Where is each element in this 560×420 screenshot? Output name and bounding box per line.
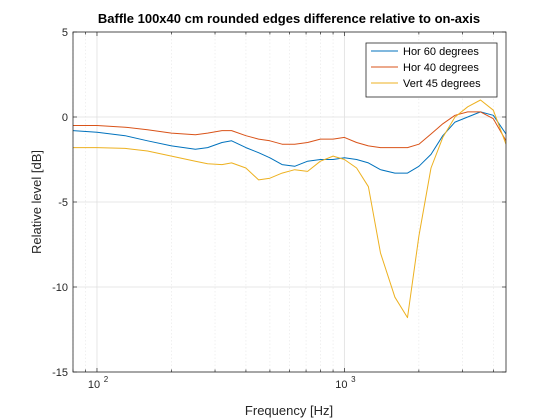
legend-label-1: Hor 60 degrees bbox=[403, 46, 479, 58]
y-tick-labels: 5 0 -5 -10 -15 bbox=[52, 27, 68, 379]
y-tick-label: 0 bbox=[62, 112, 68, 124]
legend-box bbox=[365, 42, 498, 98]
legend: Hor 60 degrees Hor 40 degrees Vert 45 degr… bbox=[365, 42, 498, 98]
series-lines bbox=[73, 99, 506, 319]
y-tick-label: -10 bbox=[52, 282, 68, 294]
chart-title: Baffle 100x40 cm rounded edges differenc… bbox=[98, 11, 480, 26]
x-tick-label: 10 bbox=[335, 379, 347, 391]
x-tick-label-exponent: 3 bbox=[351, 375, 356, 384]
series-line-2 bbox=[73, 111, 506, 149]
legend-label-2: Hor 40 degrees bbox=[403, 62, 479, 74]
legend-label-3: Vert 45 degrees bbox=[403, 78, 481, 90]
y-tick-label: -5 bbox=[58, 197, 68, 209]
y-tick-label: -15 bbox=[52, 367, 68, 379]
legend-items: Hor 60 degrees Hor 40 degrees Vert 45 degr… bbox=[371, 46, 481, 90]
y-tick-label: 5 bbox=[62, 27, 68, 39]
series-line-1 bbox=[73, 111, 506, 174]
x-axis-label: Frequency [Hz] bbox=[245, 403, 333, 418]
axis-ticks bbox=[72, 31, 506, 373]
x-tick-labels: 10 2 10 3 bbox=[88, 375, 356, 391]
series-line-3 bbox=[73, 99, 506, 319]
x-tick-label-exponent: 2 bbox=[104, 375, 109, 384]
y-axis-label: Relative level [dB] bbox=[29, 150, 44, 254]
x-tick-label: 10 bbox=[88, 379, 100, 391]
